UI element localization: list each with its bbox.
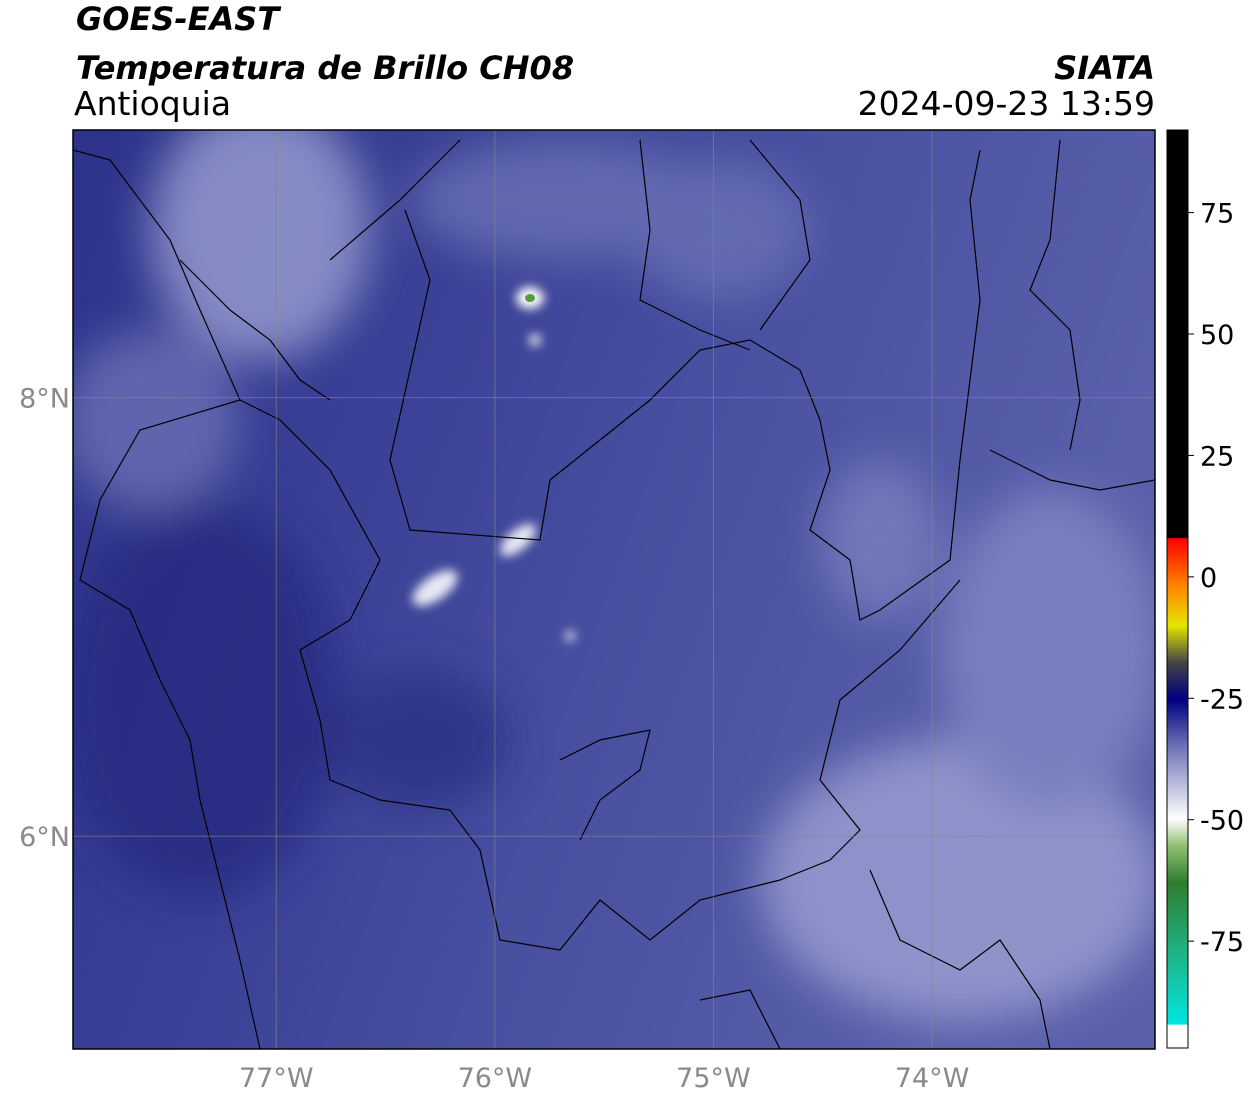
- region-label: Antioquia: [74, 84, 231, 123]
- lon-label: 74°W: [895, 1063, 970, 1094]
- colorbar: [1166, 129, 1189, 1049]
- lat-label: 6°N: [19, 822, 70, 853]
- colorbar-tick-label: 0: [1200, 563, 1217, 594]
- agency-label: SIATA: [1054, 49, 1155, 87]
- colorbar-tick-label: -25: [1200, 684, 1244, 715]
- timestamp: 2024-09-23 13:59: [858, 84, 1155, 123]
- colorbar-tick-label: 50: [1200, 320, 1234, 351]
- lon-label: 76°W: [458, 1063, 533, 1094]
- colorbar-tick-label: 25: [1200, 441, 1234, 472]
- map-frame: [72, 129, 1156, 1050]
- colorbar-tick-label: 75: [1200, 199, 1234, 230]
- lon-label: 75°W: [676, 1063, 751, 1094]
- lat-label: 8°N: [19, 384, 70, 415]
- colorbar-tick-label: -75: [1200, 927, 1244, 958]
- map-image: [73, 130, 1155, 1049]
- product-title: Temperatura de Brillo CH08: [76, 49, 574, 87]
- colorbar-tick-label: -50: [1200, 806, 1244, 837]
- graticule: [73, 130, 1155, 1049]
- lon-label: 77°W: [239, 1063, 314, 1094]
- satellite-title: GOES-EAST: [76, 0, 281, 38]
